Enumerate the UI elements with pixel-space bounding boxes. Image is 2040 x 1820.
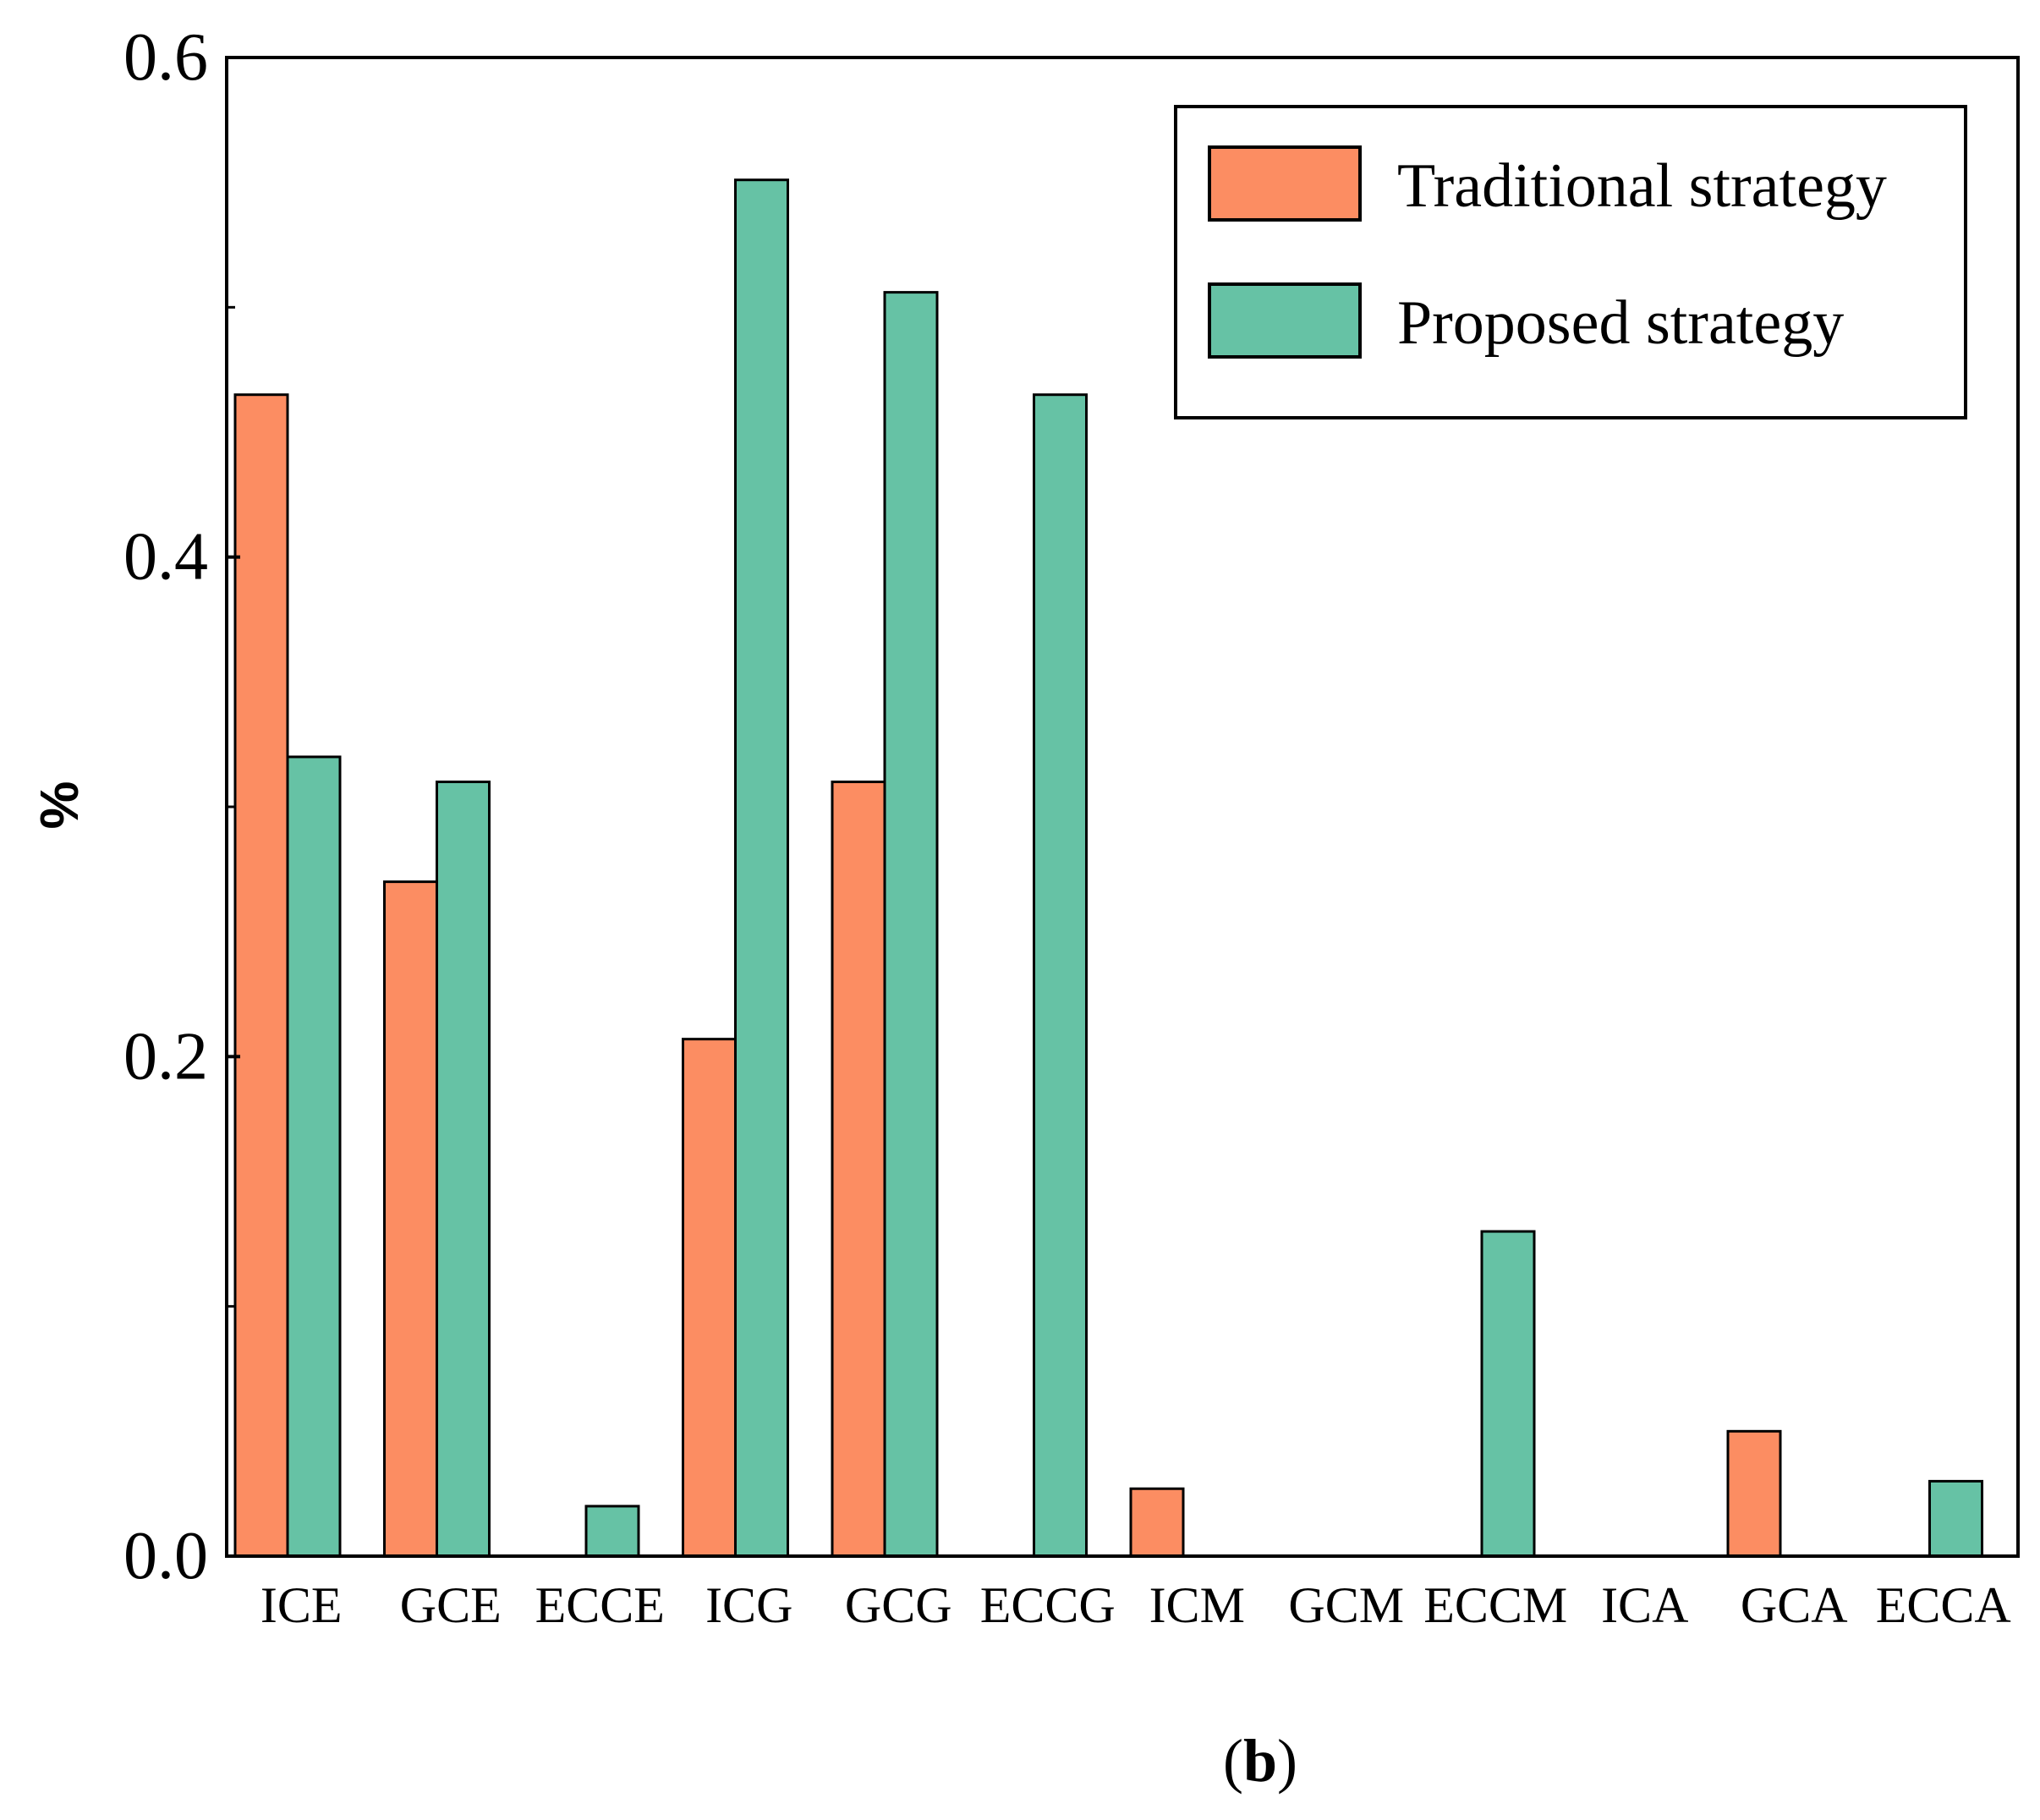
panel-label-open: (	[1223, 1727, 1243, 1795]
bar-ice-proposed	[286, 755, 342, 1558]
x-tick-label-gcg: GCG	[845, 1577, 952, 1633]
x-tick-label-eccg: ECCG	[980, 1577, 1116, 1633]
panel-label-letter: b	[1243, 1727, 1277, 1795]
x-tick-label-ecce: ECCE	[535, 1577, 665, 1633]
bar-eccm-proposed	[1480, 1230, 1536, 1558]
x-tick-label-ecca: ECCA	[1876, 1577, 2011, 1633]
bar-gce-proposed	[436, 780, 491, 1558]
bar-gca-traditional	[1726, 1429, 1782, 1558]
x-tick-label-ice: ICE	[260, 1577, 343, 1633]
bar-gcg-traditional	[831, 780, 886, 1558]
bar-icg-traditional	[682, 1038, 737, 1558]
bar-gce-traditional	[383, 880, 438, 1558]
legend-swatch-traditional	[1208, 145, 1362, 222]
x-tick-label-gce: GCE	[400, 1577, 502, 1633]
y-tick-label: 0.0	[123, 1519, 208, 1593]
x-tick-label-icg: ICG	[705, 1577, 792, 1633]
y-axis-label: %	[29, 781, 90, 830]
legend: Traditional strategy Proposed strategy	[1174, 105, 1967, 419]
bar-ice-traditional	[233, 393, 289, 1558]
x-tick-label-eccm: ECCM	[1423, 1577, 1567, 1633]
bar-gcg-proposed	[883, 291, 939, 1558]
y-tick-label: 0.6	[123, 20, 208, 95]
y-tick-label: 0.4	[123, 520, 208, 595]
x-tick-label-gca: GCA	[1741, 1577, 1848, 1633]
bar-eccg-proposed	[1033, 393, 1088, 1558]
bars-layer	[233, 178, 1983, 1558]
axes-layer: 0.0 0.2 0.4 0.6 ICE GCE ECCE ICG GCG ECCG ICM GCM EC…	[123, 20, 2020, 1633]
y-tick-label: 0.2	[123, 1019, 208, 1094]
x-tick-label-gcm: GCM	[1288, 1577, 1404, 1633]
legend-label-proposed: Proposed strategy	[1397, 288, 1844, 358]
legend-label-traditional: Traditional strategy	[1397, 151, 1887, 221]
panel-label-close: )	[1277, 1727, 1297, 1795]
bar-icg-proposed	[734, 178, 789, 1558]
x-tick-label-ica: ICA	[1601, 1577, 1688, 1633]
legend-swatch-proposed	[1208, 282, 1362, 359]
panel-label: (b)	[1223, 1727, 1297, 1795]
bar-icm-traditional	[1129, 1487, 1185, 1558]
bar-ecca-proposed	[1928, 1479, 1983, 1558]
bar-ecce-proposed	[584, 1505, 640, 1558]
x-tick-label-icm: ICM	[1149, 1577, 1245, 1633]
